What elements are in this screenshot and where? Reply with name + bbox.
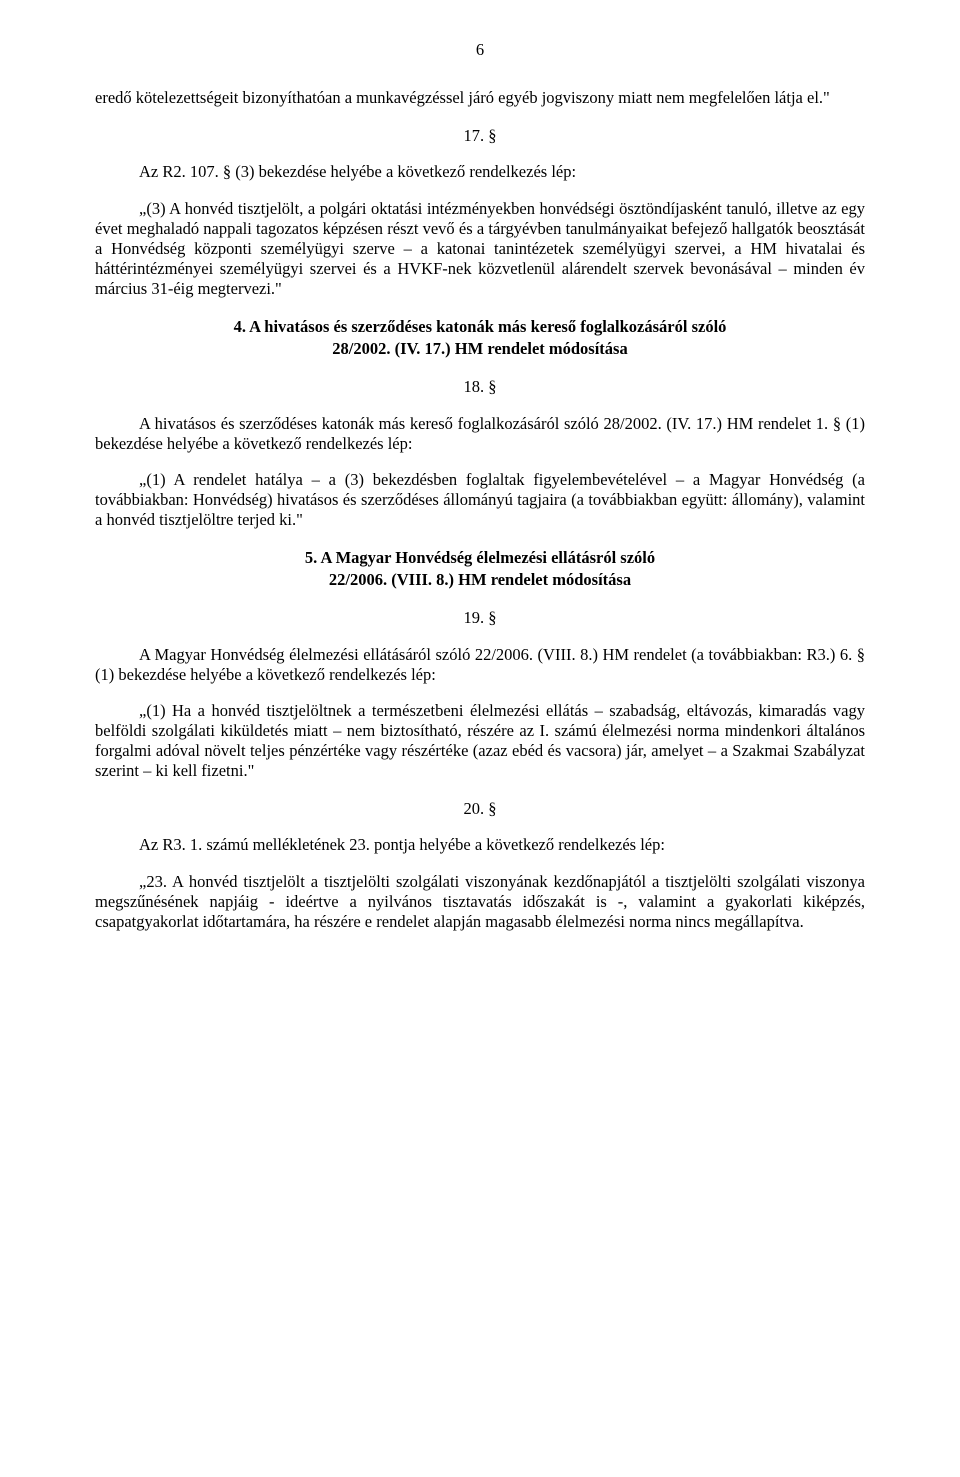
paragraph: eredő kötelezettségeit bizonyíthatóan a …	[95, 88, 865, 108]
section-number: 19. §	[95, 608, 865, 628]
paragraph: A hivatásos és szerződéses katonák más k…	[95, 414, 865, 454]
page-number: 6	[95, 40, 865, 60]
heading: 4. A hivatásos és szerződéses katonák má…	[95, 317, 865, 337]
paragraph: „23. A honvéd tisztjelölt a tisztjelölti…	[95, 872, 865, 932]
section-number: 20. §	[95, 799, 865, 819]
paragraph: Az R3. 1. számú mellékletének 23. pontja…	[95, 835, 865, 855]
heading: 5. A Magyar Honvédség élelmezési ellátás…	[95, 548, 865, 568]
paragraph: „(1) Ha a honvéd tisztjelöltnek a termés…	[95, 701, 865, 782]
paragraph: A Magyar Honvédség élelmezési ellátásáró…	[95, 645, 865, 685]
paragraph: „(3) A honvéd tisztjelölt, a polgári okt…	[95, 199, 865, 300]
document-page: 6 eredő kötelezettségeit bizonyíthatóan …	[0, 0, 960, 1477]
paragraph: Az R2. 107. § (3) bekezdése helyébe a kö…	[95, 162, 865, 182]
heading: 22/2006. (VIII. 8.) HM rendelet módosítá…	[95, 570, 865, 590]
heading: 28/2002. (IV. 17.) HM rendelet módosítás…	[95, 339, 865, 359]
section-number: 17. §	[95, 126, 865, 146]
section-number: 18. §	[95, 377, 865, 397]
paragraph: „(1) A rendelet hatálya – a (3) bekezdés…	[95, 470, 865, 530]
